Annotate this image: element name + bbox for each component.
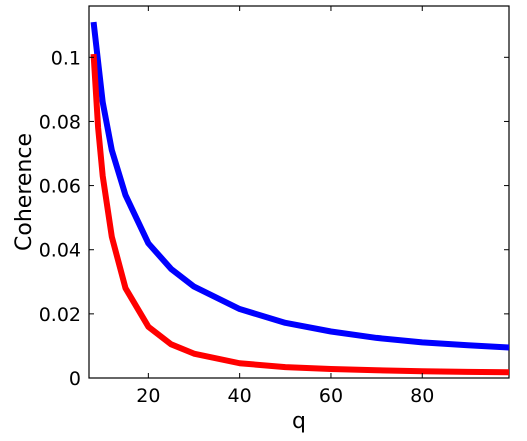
x-tick-label: 60 <box>319 385 343 407</box>
x-tick-label: 80 <box>410 385 434 407</box>
x-axis-label: q <box>292 409 306 434</box>
x-tick-label: 20 <box>136 385 160 407</box>
x-tick-label: 40 <box>228 385 252 407</box>
y-tick-label: 0.1 <box>51 47 81 69</box>
series-line-1 <box>90 21 510 351</box>
series-layer <box>90 21 510 376</box>
y-tick-label: 0.06 <box>39 176 81 198</box>
y-tick-label: 0.04 <box>39 240 81 262</box>
plot-area <box>88 5 510 379</box>
y-axis-label: Coherence <box>12 133 37 251</box>
series-line-2 <box>90 53 510 376</box>
tick-layer: 20 40 60 80 0 0.02 0.04 0.06 0.08 0.1 <box>39 6 509 407</box>
y-tick-label: 0 <box>69 368 81 390</box>
y-tick-label: 0.02 <box>39 304 81 326</box>
y-tick-label: 0.08 <box>39 111 81 133</box>
